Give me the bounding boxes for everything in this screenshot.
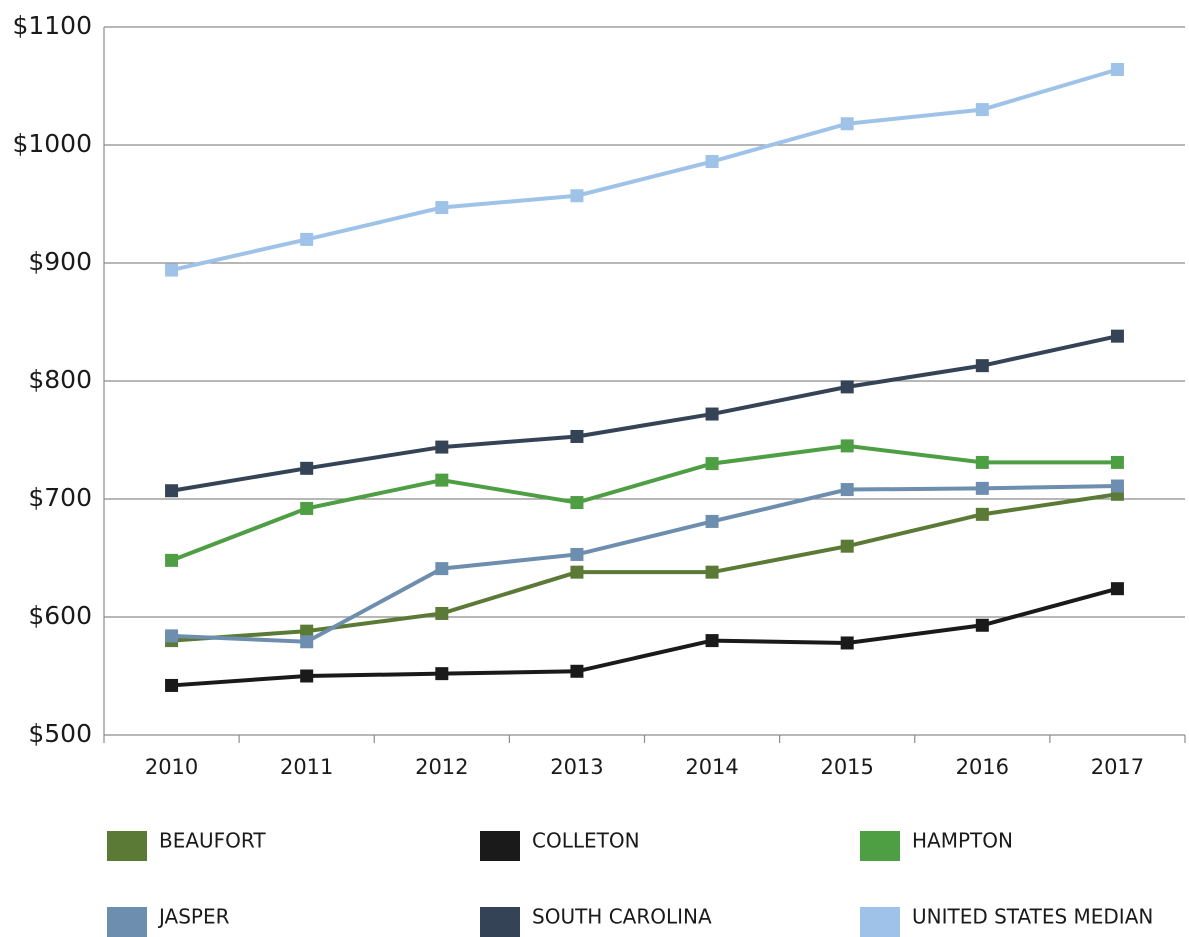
point-marker (840, 380, 854, 394)
point-marker (570, 664, 584, 678)
point-marker (975, 481, 989, 495)
series-line (171, 67, 1119, 273)
point-marker (570, 429, 584, 443)
x-tick-label: 2014 (685, 755, 738, 779)
point-marker (840, 539, 854, 553)
y-tick-label: $600 (28, 601, 92, 630)
point-marker (705, 514, 719, 528)
point-marker (300, 232, 314, 246)
point-marker (435, 562, 449, 576)
legend-label: HAMPTON (912, 829, 1013, 853)
x-tick-label: 2012 (415, 755, 468, 779)
y-tick-label: $1000 (12, 129, 92, 158)
point-marker (840, 483, 854, 497)
point-marker (705, 634, 719, 648)
point-marker (165, 263, 179, 277)
point-marker (300, 635, 314, 649)
legend-label: UNITED STATES MEDIAN (912, 905, 1153, 929)
point-marker (975, 507, 989, 521)
y-tick-label: $900 (28, 247, 92, 276)
point-marker (975, 359, 989, 373)
legend-label: COLLETON (532, 829, 640, 853)
legend-label: JASPER (157, 905, 230, 929)
y-tick-label: $500 (28, 719, 92, 748)
point-marker (435, 440, 449, 454)
point-marker (570, 565, 584, 579)
y-tick-label: $800 (28, 365, 92, 394)
point-marker (570, 547, 584, 561)
legend-label: SOUTH CAROLINA (532, 905, 712, 929)
point-marker (435, 473, 449, 487)
series-line (171, 334, 1118, 493)
point-marker (975, 618, 989, 632)
legend-swatch (860, 907, 900, 937)
legend-swatch (107, 831, 147, 861)
series-line (171, 586, 1118, 688)
point-marker (705, 407, 719, 421)
point-marker (1110, 62, 1124, 76)
point-marker (975, 103, 989, 117)
point-marker (165, 678, 179, 692)
legend-label: BEAUFORT (159, 829, 266, 853)
point-marker (1110, 479, 1124, 493)
point-marker (435, 667, 449, 681)
point-marker (840, 117, 854, 131)
point-marker (570, 496, 584, 510)
x-tick-label: 2010 (145, 755, 198, 779)
point-marker (300, 669, 314, 683)
series-line (170, 443, 1118, 563)
point-marker (1110, 329, 1124, 343)
point-marker (435, 201, 449, 215)
point-marker (840, 439, 854, 453)
legend-swatch (860, 831, 900, 861)
point-marker (300, 461, 314, 475)
point-marker (570, 189, 584, 203)
point-marker (300, 624, 314, 638)
x-tick-label: 2015 (820, 755, 873, 779)
y-tick-label: $700 (28, 483, 92, 512)
point-marker (975, 455, 989, 469)
point-marker (165, 484, 179, 498)
series-line (171, 492, 1118, 643)
legend-swatch (480, 907, 520, 937)
point-marker (705, 457, 719, 471)
x-tick-label: 2011 (280, 755, 333, 779)
point-marker (165, 553, 179, 567)
point-marker (1110, 455, 1124, 469)
x-tick-label: 2017 (1091, 755, 1144, 779)
point-marker (300, 501, 314, 515)
legend-swatch (480, 831, 520, 861)
x-tick-label: 2013 (550, 755, 603, 779)
point-marker (435, 606, 449, 620)
point-marker (705, 565, 719, 579)
point-marker (840, 636, 854, 650)
series-line (171, 484, 1118, 644)
point-marker (705, 155, 719, 169)
point-marker (1110, 582, 1124, 596)
y-tick-label: $1100 (12, 11, 92, 40)
legend-swatch (107, 907, 147, 937)
point-marker (165, 629, 179, 643)
x-tick-label: 2016 (956, 755, 1009, 779)
